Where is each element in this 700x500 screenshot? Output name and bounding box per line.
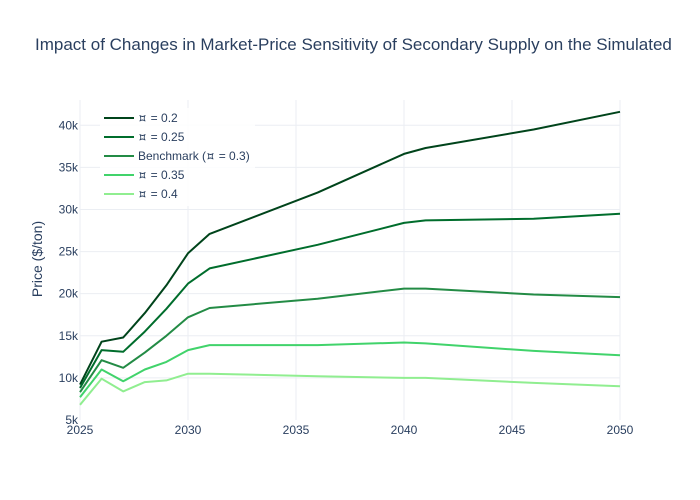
series-line xyxy=(79,212,621,389)
legend-label: ⯏ = 0.25 xyxy=(138,130,185,144)
legend-label: Benchmark (⯏ = 0.3) xyxy=(138,149,250,163)
series-line xyxy=(79,341,621,398)
series-lines xyxy=(79,110,621,406)
y-tick-label: 35k xyxy=(59,160,79,174)
x-tick-label: 2025 xyxy=(67,423,94,437)
series-line xyxy=(79,372,621,406)
legend-label: ⯏ = 0.2 xyxy=(138,111,178,125)
y-tick-label: 30k xyxy=(59,202,79,216)
y-tick-label: 40k xyxy=(59,118,79,132)
series-line xyxy=(79,287,621,393)
tick-labels: 5k 10k 15k 20k 25k 30k 35k 40k 2025 2030 2035 2040 2… xyxy=(59,118,634,437)
y-axis-label: Price ($/ton) xyxy=(29,221,45,297)
chart-title: Impact of Changes in Market-Price Sensit… xyxy=(35,35,672,54)
y-tick-label: 20k xyxy=(59,287,79,301)
x-tick-label: 2035 xyxy=(283,423,310,437)
legend: ⯏ = 0.2 ⯏ = 0.25 Benchmark (⯏ = 0.3) ⯏ = 0.… xyxy=(100,108,255,206)
legend-label: ⯏ = 0.4 xyxy=(138,187,178,201)
x-tick-label: 2040 xyxy=(391,423,418,437)
y-tick-label: 10k xyxy=(59,371,79,385)
y-tick-label: 25k xyxy=(59,245,79,259)
x-tick-label: 2030 xyxy=(175,423,202,437)
series-line xyxy=(79,110,621,386)
x-tick-label: 2050 xyxy=(607,423,634,437)
y-tick-label: 15k xyxy=(59,329,79,343)
y-tick-label: 5k xyxy=(65,413,79,427)
x-tick-label: 2045 xyxy=(499,423,526,437)
legend-label: ⯏ = 0.35 xyxy=(138,168,185,182)
